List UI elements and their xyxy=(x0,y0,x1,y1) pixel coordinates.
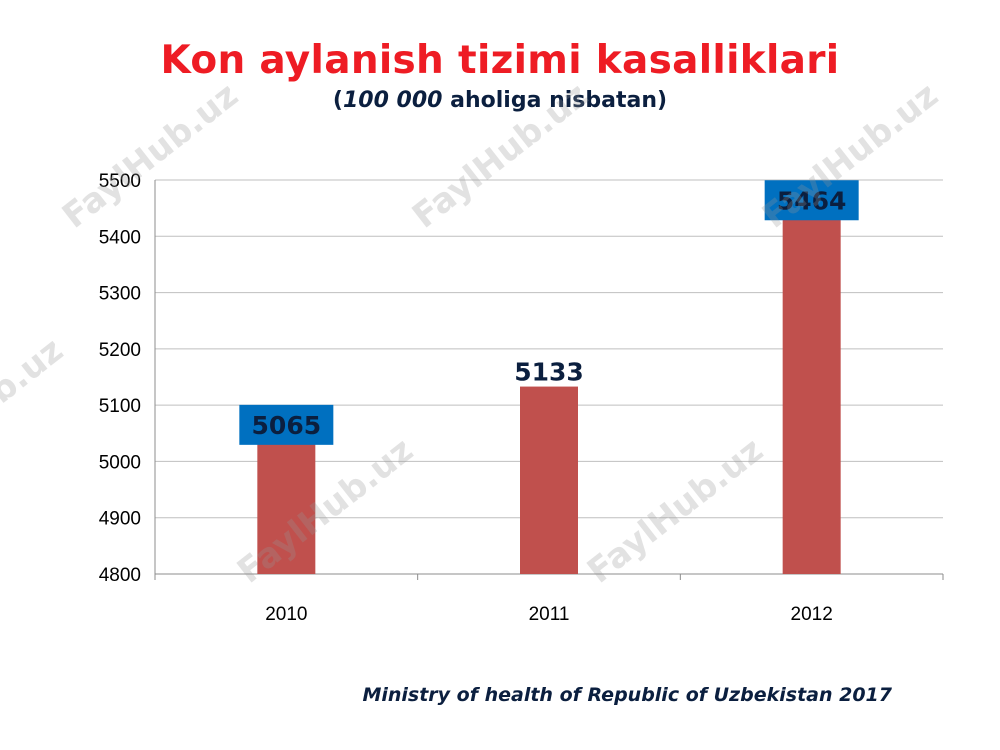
data-label-box xyxy=(764,180,859,221)
x-tick-label: 2010 xyxy=(265,604,307,625)
y-tick-label: 5400 xyxy=(99,227,141,248)
bar xyxy=(782,200,841,574)
x-tick-label: 2011 xyxy=(529,604,570,625)
y-tick-label: 4900 xyxy=(99,509,141,530)
y-tick-label: 5200 xyxy=(99,340,141,361)
chart-subtitle: (100 000 aholiga nisbatan) xyxy=(332,88,668,113)
y-tick-label: 4800 xyxy=(99,565,141,586)
data-label-box xyxy=(239,404,334,445)
bar xyxy=(257,424,316,574)
data-label: 5464 xyxy=(777,186,847,215)
y-tick-label: 5300 xyxy=(99,284,141,305)
source-note: Ministry of health of Republic of Uzbeki… xyxy=(362,684,892,706)
y-tick-label: 5500 xyxy=(99,171,141,192)
x-tick-label: 2012 xyxy=(791,604,833,625)
data-label: 5133 xyxy=(514,358,584,387)
y-tick-label: 5000 xyxy=(99,452,141,473)
bar xyxy=(520,386,578,574)
y-tick-label: 5100 xyxy=(99,396,141,417)
data-label: 5065 xyxy=(252,411,322,440)
chart-title: Kon aylanish tizimi kasalliklari xyxy=(160,38,840,83)
